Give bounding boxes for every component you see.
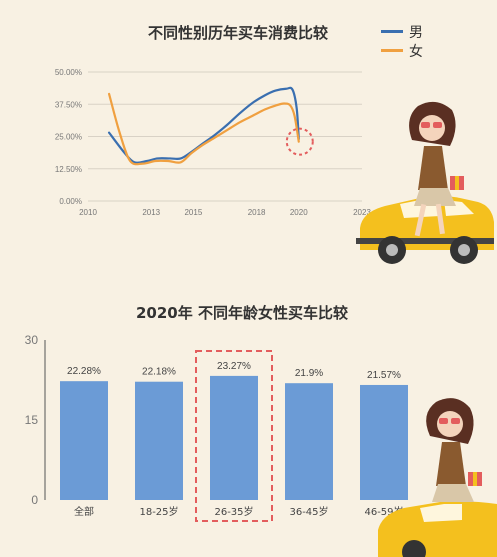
legend-swatch-female	[381, 49, 403, 52]
y-tick-label: 0.00%	[59, 197, 82, 206]
bar-chart-value-labels: 22.28% 22.18% 23.27% 21.9% 21.57%	[67, 361, 401, 381]
bar-value-label: 22.18%	[142, 367, 176, 378]
x-tick-label: 2010	[79, 208, 97, 217]
series-line-male	[107, 86, 300, 164]
bar-chart-y-ticks: 0 15 30	[25, 333, 39, 507]
x-tick-label: 2013	[142, 208, 160, 217]
bar-chart-category-labels: 全部 18-25岁 26-35岁 36-45岁 46-59岁	[74, 505, 404, 518]
woman-on-car-illustration	[356, 101, 494, 264]
line-chart-title: 不同性别历年买车消费比较	[148, 24, 328, 42]
line-chart-y-ticks: 0.00% 12.50% 25.00% 37.50% 50.00%	[55, 68, 82, 206]
category-label: 全部	[74, 505, 94, 518]
x-tick-label: 2020	[290, 208, 308, 217]
legend-label-female: 女	[409, 43, 423, 60]
bar	[210, 375, 258, 500]
line-chart: 不同性别历年买车消费比较 0.00% 12.50% 25.00% 37.50% 50.0…	[55, 24, 423, 217]
bar-chart: 2020年 不同年龄女性买车比较 0 15 30 22.28% 22.18% 23.27…	[25, 304, 408, 522]
woman-figure-icon-2	[426, 398, 482, 502]
yellow-car-icon-2	[378, 501, 497, 557]
y-tick-label: 30	[25, 333, 39, 347]
bar-chart-bars	[60, 375, 408, 500]
category-label: 36-45岁	[289, 505, 328, 518]
bar	[360, 384, 408, 500]
y-tick-label: 15	[25, 413, 39, 427]
highlight-circle	[285, 127, 314, 156]
x-tick-label: 2018	[248, 208, 266, 217]
category-label: 18-25岁	[139, 505, 178, 518]
y-tick-label: 25.00%	[55, 133, 82, 142]
bar	[135, 381, 183, 500]
woman-figure-icon	[409, 101, 464, 237]
y-tick-label: 50.00%	[55, 68, 82, 77]
y-tick-label: 12.50%	[55, 165, 82, 174]
series-line-female	[107, 92, 300, 166]
y-tick-label: 37.50%	[55, 100, 82, 109]
line-chart-series	[107, 86, 300, 166]
x-tick-label: 2015	[184, 208, 202, 217]
bar	[60, 381, 108, 500]
woman-on-car-illustration-2	[378, 398, 497, 557]
bar-value-label: 22.28%	[67, 366, 101, 377]
bar-value-label: 23.27%	[217, 361, 251, 372]
bar	[285, 383, 333, 500]
highlight-box	[195, 350, 273, 522]
line-chart-gridlines	[88, 71, 362, 202]
x-tick-label: 2023	[353, 208, 371, 217]
legend-swatch-male	[381, 30, 403, 33]
bar-value-label: 21.57%	[367, 370, 401, 381]
bar-chart-title: 2020年 不同年龄女性买车比较	[136, 304, 348, 322]
line-chart-legend: 男 女	[381, 25, 423, 60]
bar-value-label: 21.9%	[295, 368, 323, 379]
line-chart-x-ticks: 2010 2013 2015 2018 2020 2023	[79, 208, 371, 217]
legend-label-male: 男	[409, 25, 423, 41]
y-tick-label: 0	[31, 493, 38, 507]
category-label: 26-35岁	[214, 505, 253, 518]
